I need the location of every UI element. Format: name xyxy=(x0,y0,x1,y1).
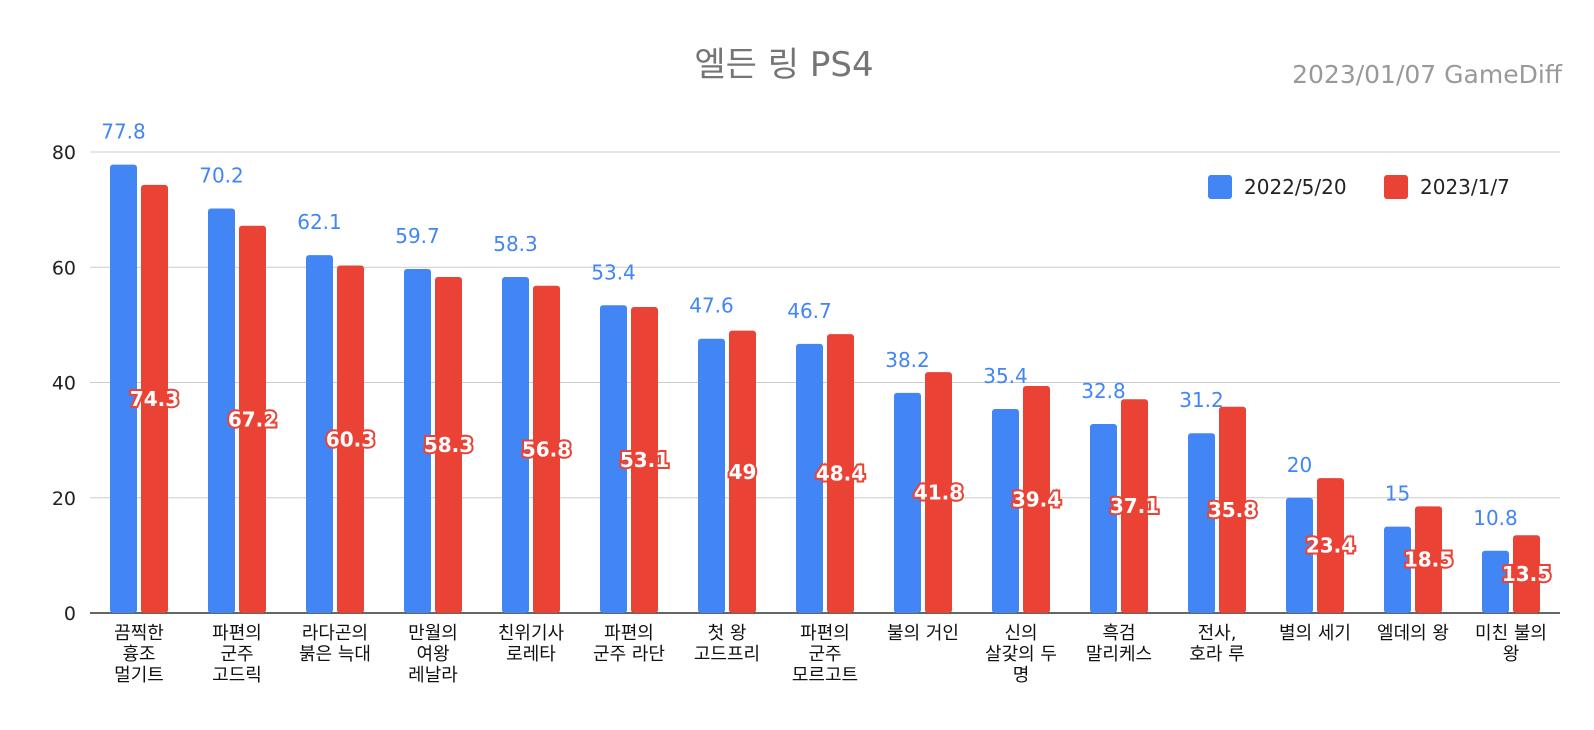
chart-subtitle: 2023/01/07 GameDiff xyxy=(1292,60,1563,89)
bar-2023-1-7 xyxy=(435,277,462,613)
data-label-2023-1-7: 39.4 xyxy=(1012,487,1061,511)
data-label-2023-1-7: 41.8 xyxy=(914,481,963,505)
y-tick-label: 60 xyxy=(52,257,76,279)
data-label-2023-1-7: 58.3 xyxy=(424,433,473,457)
x-tick-label: 미친 불의 왕 xyxy=(1475,623,1547,665)
bar-2023-1-7 xyxy=(631,307,658,613)
data-label-2023-1-7: 49 xyxy=(729,460,757,484)
chart-title: 엘든 링 PS4 xyxy=(694,45,873,85)
x-tick-label: 불의 거인 xyxy=(887,623,959,644)
x-tick-label: 전사, 호라 루 xyxy=(1189,623,1244,665)
x-tick-label: 별의 세기 xyxy=(1279,623,1351,644)
data-label-2022-5-20: 35.4 xyxy=(983,364,1028,388)
legend-item-2022-5-20: 2022/5/20 xyxy=(1208,175,1347,199)
data-label-2023-1-7: 13.5 xyxy=(1502,562,1551,586)
bar-2023-1-7 xyxy=(729,330,756,613)
legend-swatch xyxy=(1208,175,1232,199)
data-label-2022-5-20: 47.6 xyxy=(689,294,734,318)
data-labels: 77.8 74.3 70.2 67.2 62.1 60.3 59.7 58.3 58.3 56.8… xyxy=(101,120,1553,588)
data-label-2023-1-7: 67.2 xyxy=(228,407,277,431)
data-label-2023-1-7: 53.1 xyxy=(620,448,669,472)
x-tick-label: 친위기사 로레타 xyxy=(498,623,565,665)
bar-2022-5-20 xyxy=(1384,526,1411,613)
data-label-2022-5-20: 58.3 xyxy=(493,232,538,256)
bar-2023-1-7 xyxy=(1415,506,1442,613)
data-label-2022-5-20: 10.8 xyxy=(1473,506,1518,530)
data-label-2022-5-20: 53.4 xyxy=(591,260,636,284)
data-label-2022-5-20: 31.2 xyxy=(1179,388,1224,412)
data-label-2022-5-20: 62.1 xyxy=(297,210,342,234)
bar-2022-5-20 xyxy=(306,255,333,613)
bar-2022-5-20 xyxy=(1286,497,1313,613)
data-label-2023-1-7: 74.3 xyxy=(130,387,179,411)
bar-2022-5-20 xyxy=(1090,423,1117,613)
bar-2022-5-20 xyxy=(404,268,431,613)
data-label-2023-1-7: 37.1 xyxy=(1110,494,1159,518)
legend: 2022/5/20 2023/1/7 xyxy=(1208,175,1510,199)
data-label-2022-5-20: 20 xyxy=(1287,453,1312,477)
bar-2022-5-20 xyxy=(208,208,235,613)
data-label-2023-1-7: 56.8 xyxy=(522,437,571,461)
y-tick-label: 0 xyxy=(64,603,76,625)
bar-2022-5-20 xyxy=(1482,550,1509,613)
bar-2022-5-20 xyxy=(698,338,725,613)
legend-label: 2022/5/20 xyxy=(1244,175,1347,199)
bars xyxy=(110,164,1540,614)
x-tick-label: 엘데의 왕 xyxy=(1377,623,1449,644)
bar-2022-5-20 xyxy=(894,392,921,613)
x-tick-label: 파편의 군주 고드릭 xyxy=(212,623,262,686)
data-label-2022-5-20: 38.2 xyxy=(885,348,930,372)
data-label-2023-1-7: 23.4 xyxy=(1306,534,1355,558)
grid: 0 20 40 60 80 xyxy=(52,142,1560,625)
data-label-2023-1-7: 35.8 xyxy=(1208,498,1257,522)
x-tick-label: 파편의 군주 모르고트 xyxy=(792,623,858,686)
x-tick-label: 라다곤의 붉은 늑대 xyxy=(299,623,371,665)
bar-2023-1-7 xyxy=(1219,406,1246,613)
bar-2022-5-20 xyxy=(992,409,1019,613)
data-label-2022-5-20: 59.7 xyxy=(395,224,440,248)
bar-2023-1-7 xyxy=(925,372,952,613)
legend-item-2023-1-7: 2023/1/7 xyxy=(1384,175,1510,199)
bar-2023-1-7 xyxy=(827,334,854,613)
x-tick-label: 파편의 군주 라단 xyxy=(593,623,665,665)
x-tick-label: 만월의 여왕 레날라 xyxy=(408,623,458,686)
bar-2023-1-7 xyxy=(141,184,168,613)
legend-label: 2023/1/7 xyxy=(1420,175,1510,199)
x-tick-label: 끔찍한 흉조 멀기트 xyxy=(114,623,164,686)
bar-2023-1-7 xyxy=(1023,385,1050,613)
data-label-2022-5-20: 77.8 xyxy=(101,120,146,144)
bar-2022-5-20 xyxy=(796,343,823,613)
bar-2022-5-20 xyxy=(600,305,627,613)
bar-2022-5-20 xyxy=(502,277,529,613)
bar-2023-1-7 xyxy=(533,285,560,613)
data-label-2022-5-20: 46.7 xyxy=(787,299,832,323)
bar-2022-5-20 xyxy=(1188,433,1215,613)
x-tick-label: 첫 왕 고드프리 xyxy=(694,623,760,665)
y-tick-label: 80 xyxy=(52,142,76,164)
data-label-2023-1-7: 60.3 xyxy=(326,427,375,451)
data-label-2022-5-20: 15 xyxy=(1385,482,1410,506)
bar-2023-1-7 xyxy=(1121,399,1148,613)
bar-2023-1-7 xyxy=(1317,478,1344,613)
bar-2023-1-7 xyxy=(1513,535,1540,613)
y-tick-label: 40 xyxy=(52,373,76,395)
data-label-2022-5-20: 70.2 xyxy=(199,163,244,187)
legend-swatch xyxy=(1384,175,1408,199)
data-label-2023-1-7: 18.5 xyxy=(1404,548,1453,572)
bar-2023-1-7 xyxy=(337,265,364,613)
y-tick-label: 20 xyxy=(52,488,76,510)
data-label-2023-1-7: 48.4 xyxy=(816,462,865,486)
bar-2022-5-20 xyxy=(110,164,137,614)
x-axis-labels: 끔찍한 흉조 멀기트 파편의 군주 고드릭 라다곤의 붉은 늑대 만월의 여왕 레날라 친위기사 로레타… xyxy=(114,623,1547,686)
bar-2023-1-7 xyxy=(239,225,266,613)
x-tick-label: 흑검 말리케스 xyxy=(1086,623,1152,665)
data-label-2022-5-20: 32.8 xyxy=(1081,379,1126,403)
